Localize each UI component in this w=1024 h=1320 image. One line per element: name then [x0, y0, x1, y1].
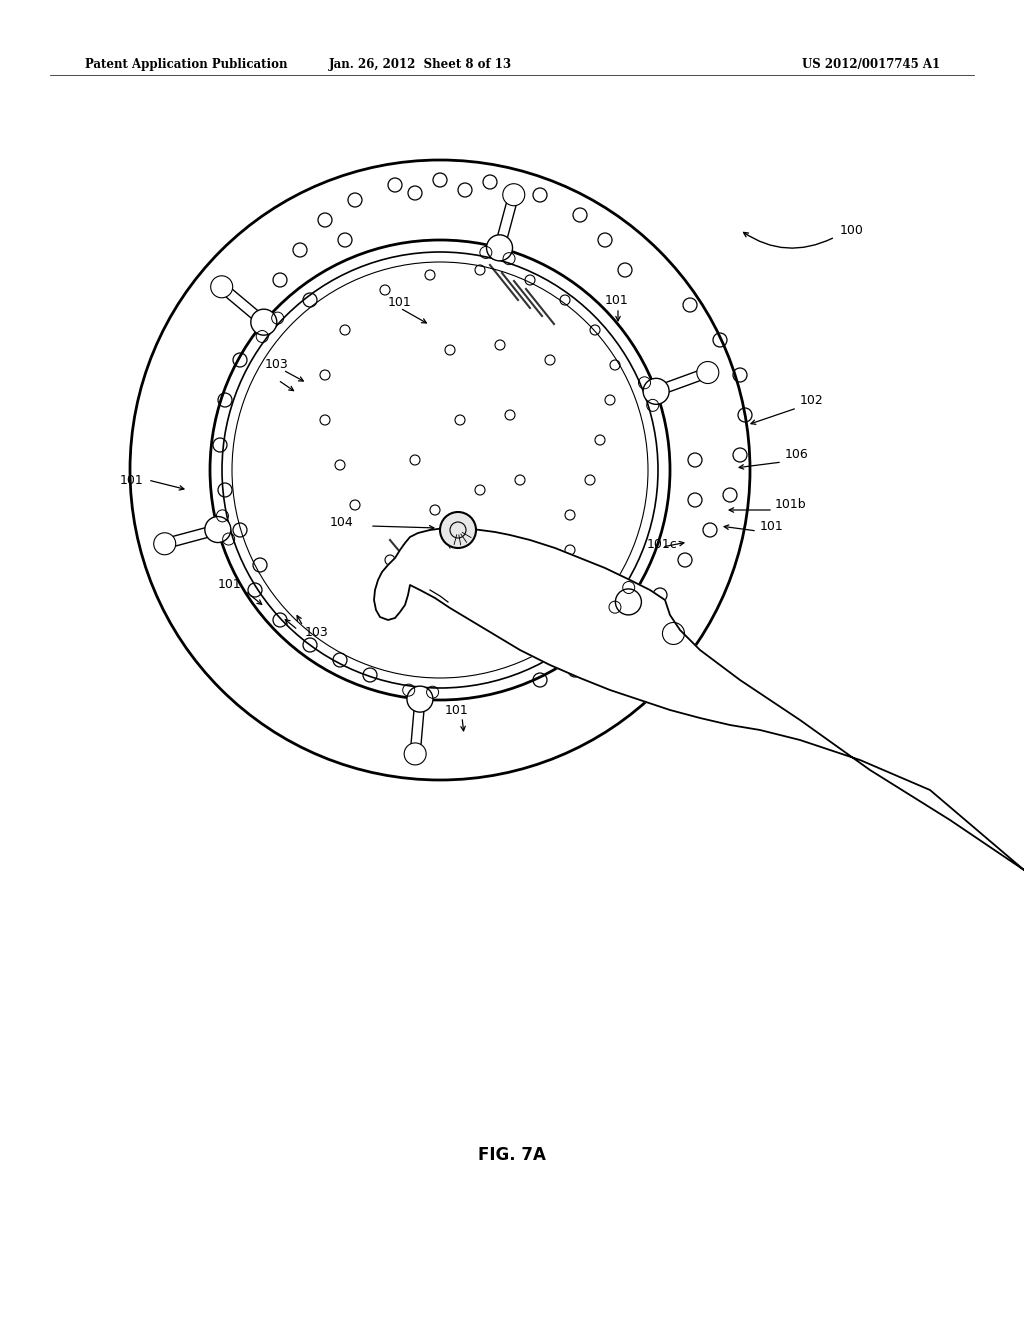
Text: 104: 104 [330, 516, 353, 529]
Circle shape [404, 743, 426, 764]
Text: 101: 101 [218, 578, 242, 591]
Circle shape [615, 589, 641, 615]
Text: 101: 101 [605, 293, 629, 306]
Polygon shape [218, 282, 267, 326]
Text: 106: 106 [785, 449, 809, 462]
Circle shape [211, 276, 232, 298]
Text: 103: 103 [265, 359, 289, 371]
Text: Patent Application Publication: Patent Application Publication [85, 58, 288, 71]
Circle shape [154, 533, 176, 554]
Polygon shape [626, 598, 676, 638]
Circle shape [486, 235, 513, 261]
Text: 100: 100 [840, 223, 864, 236]
Circle shape [205, 516, 230, 543]
Text: 101: 101 [120, 474, 143, 487]
Circle shape [643, 379, 669, 404]
Circle shape [696, 362, 719, 384]
Text: 101: 101 [760, 520, 783, 533]
Circle shape [407, 686, 433, 711]
Text: 103: 103 [305, 627, 329, 639]
Polygon shape [164, 524, 219, 549]
Text: 102: 102 [800, 393, 823, 407]
Polygon shape [654, 368, 710, 396]
Circle shape [251, 309, 276, 335]
Text: 101c: 101c [647, 539, 678, 552]
Text: 101b: 101b [775, 499, 807, 511]
Text: FIG. 7A: FIG. 7A [478, 1146, 546, 1164]
Text: 101: 101 [445, 704, 469, 717]
Text: 101: 101 [388, 296, 412, 309]
Circle shape [663, 623, 684, 644]
Polygon shape [495, 194, 518, 249]
Circle shape [440, 512, 476, 548]
Polygon shape [411, 698, 425, 754]
Circle shape [503, 183, 524, 206]
Text: US 2012/0017745 A1: US 2012/0017745 A1 [802, 58, 940, 71]
Text: Jan. 26, 2012  Sheet 8 of 13: Jan. 26, 2012 Sheet 8 of 13 [329, 58, 512, 71]
Polygon shape [374, 528, 1024, 870]
